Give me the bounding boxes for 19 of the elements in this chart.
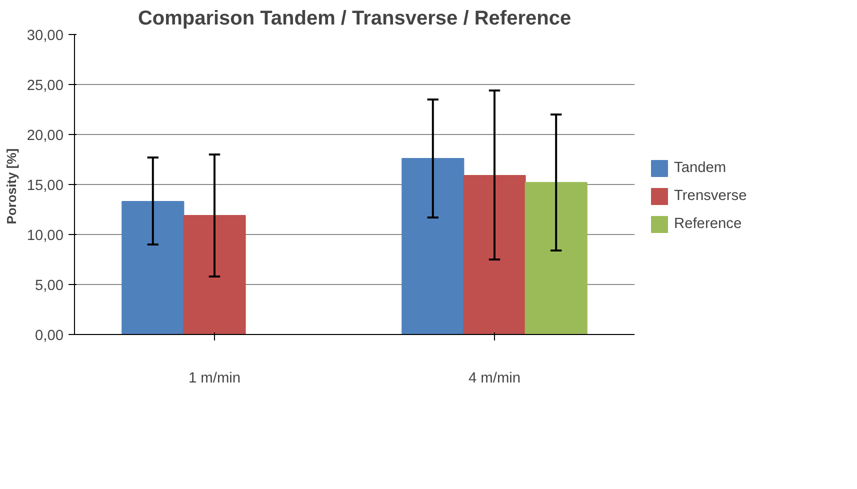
chart-title: Comparison Tandem / Transverse / Reference <box>138 8 572 30</box>
bar <box>183 215 246 334</box>
bar <box>463 175 526 334</box>
bar <box>402 158 464 334</box>
bar <box>122 201 184 334</box>
x-tick-label: 1 m/min <box>188 370 241 386</box>
legend-label: Trensverse <box>674 188 747 204</box>
legend-label: Reference <box>674 216 742 232</box>
x-tick-label: 4 m/min <box>468 370 521 386</box>
y-tick-label: 10,00 <box>26 228 64 244</box>
bar <box>524 182 588 334</box>
legend-label: Tandem <box>674 160 726 176</box>
y-axis-title: Porosity [%] <box>4 148 19 224</box>
y-tick-label: 20,00 <box>26 128 64 144</box>
y-tick-label: 5,00 <box>34 278 64 294</box>
y-tick-label: 25,00 <box>26 78 64 94</box>
y-tick-label: 30,00 <box>26 28 64 44</box>
y-tick-label: 0,00 <box>34 328 64 344</box>
y-tick-label: 15,00 <box>26 178 64 194</box>
